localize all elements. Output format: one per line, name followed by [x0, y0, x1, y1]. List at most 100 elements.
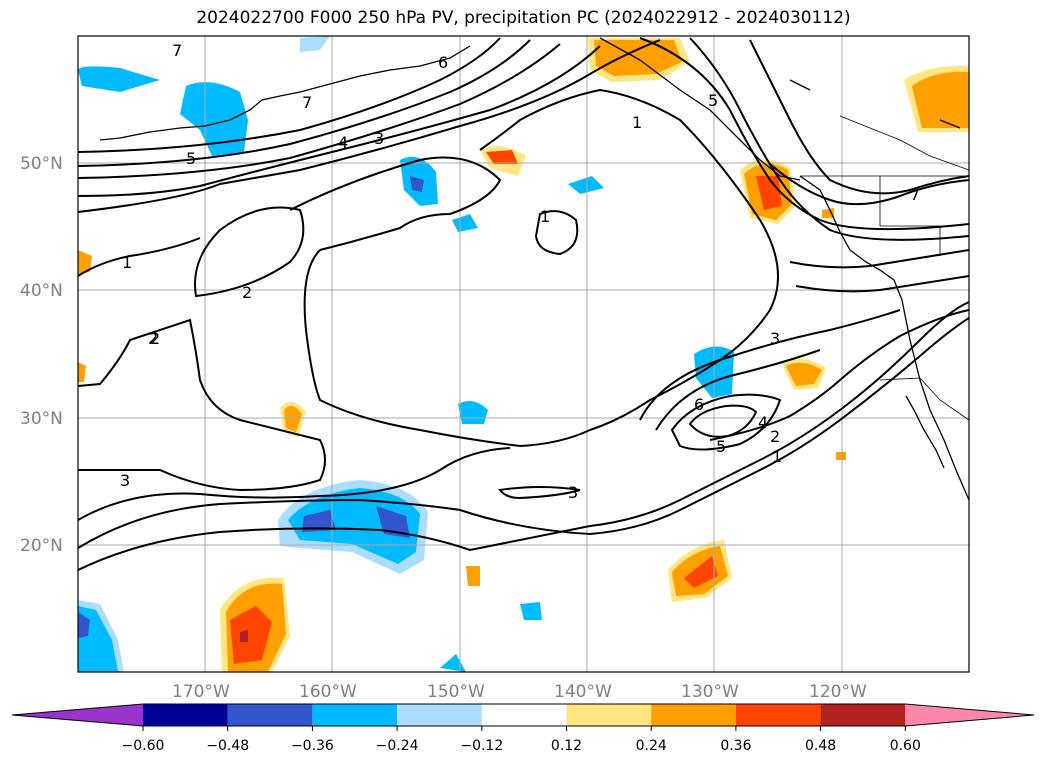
contour-label: 4: [338, 133, 348, 152]
graticule: [78, 36, 969, 672]
precip-negative-area: [452, 214, 478, 232]
colorbar-box: [566, 704, 652, 726]
contour-label: 1: [632, 113, 642, 132]
latitude-labels: 50°N 40°N 30°N 20°N: [20, 154, 63, 556]
lon-label: 160°W: [299, 682, 357, 702]
precip-positive-area: [466, 566, 480, 586]
pv-contour: [78, 39, 661, 213]
pv-contour: [78, 43, 561, 179]
pv-contour: [655, 349, 821, 431]
contour-label: 5: [708, 91, 718, 110]
lat-label: 20°N: [20, 536, 63, 556]
colorbar-box: [481, 704, 567, 726]
contour-label: 2: [770, 427, 780, 446]
colorbar-tick-label: −0.48: [206, 738, 249, 754]
lon-label: 150°W: [427, 682, 485, 702]
contour-label: 4: [758, 413, 768, 432]
precip-positive-area: [230, 606, 272, 664]
pv-contour: [709, 309, 969, 441]
colorbar-tick-label: 0.24: [636, 738, 667, 754]
colorbar-tick-label: −0.60: [122, 738, 165, 754]
precip-positive-area: [786, 362, 822, 386]
map-frame: [77, 35, 970, 673]
pv-contours: [78, 37, 969, 571]
colorbar-tick-label: −0.36: [291, 738, 334, 754]
contour-label: 7: [302, 93, 312, 112]
pv-contour: [78, 37, 501, 153]
precip-positive-area: [912, 71, 969, 128]
pv-contour: [689, 37, 969, 241]
lon-label: 140°W: [554, 682, 612, 702]
lat-label: 40°N: [20, 281, 63, 301]
colorbar: −0.60 −0.48 −0.36 −0.24 −0.12 0.12 0.24 0.36 0.4…: [11, 703, 1035, 754]
precip-negative-area: [568, 176, 604, 194]
pv-contour: [688, 404, 758, 438]
contour-label: 3: [120, 471, 130, 490]
contour-label: 2: [150, 329, 160, 348]
precip-positive-area: [78, 250, 92, 274]
precip-negative-area: [302, 510, 336, 532]
map-title: 2024022700 F000 250 hPa PV, precipitatio…: [196, 8, 851, 28]
pv-contour: [534, 210, 579, 256]
precip-negative-area: [180, 82, 248, 156]
precip-negative-area: [410, 176, 424, 192]
pv-contour: [639, 309, 901, 421]
pv-contour: [78, 45, 601, 197]
precip-shading: [78, 36, 969, 672]
pv-contour: [789, 249, 969, 269]
colorbar-tick-label: 0.12: [551, 738, 582, 754]
pv-contour: [289, 88, 779, 448]
precip-positive-area: [594, 40, 682, 76]
pv-contour: [78, 301, 969, 571]
colorbar-box: [820, 704, 906, 726]
colorbar-box: [143, 704, 228, 726]
pv-contour: [795, 275, 969, 293]
pv-contour: [78, 318, 326, 492]
colorbar-box: [651, 704, 736, 726]
colorbar-box: [312, 704, 398, 726]
colorbar-extend-left: [12, 704, 143, 726]
colorbar-tick-label: 0.36: [720, 738, 751, 754]
precip-negative-area: [300, 36, 330, 52]
precip-negative-area: [78, 612, 90, 638]
contour-label: 7: [172, 41, 182, 60]
contour-label: 6: [694, 395, 704, 414]
lon-label: 130°W: [681, 682, 739, 702]
pv-contour: [769, 163, 969, 206]
contour-labels: 7 6 5 4 3 5 1 1 2 7 2 1 3 6 5 4 2 1 3 3 …: [120, 41, 920, 502]
pv-contour: [670, 393, 782, 451]
contour-label: 1: [772, 447, 782, 466]
precip-positive-area: [756, 176, 782, 210]
colorbar-extend-right: [905, 704, 1034, 726]
precip-positive-area: [836, 452, 846, 460]
pv-contour: [498, 486, 581, 500]
contour-label: 2: [242, 283, 252, 302]
precip-negative-area: [520, 602, 542, 620]
pv-contour: [78, 237, 201, 277]
precip-positive-area: [284, 405, 302, 432]
colorbar-tick-label: 0.48: [805, 738, 836, 754]
precip-positive-area: [486, 150, 518, 164]
contour-label: 5: [186, 149, 196, 168]
contour-label: 6: [438, 53, 448, 72]
colorbar-tick-label: −0.12: [460, 738, 503, 754]
borders: [800, 115, 969, 421]
pv-contour: [78, 317, 969, 549]
contour-label: 3: [770, 329, 780, 348]
colorbar-tick-label: −0.24: [376, 738, 419, 754]
pv-contour: [749, 39, 969, 195]
pv-contour: [78, 447, 511, 521]
precip-positive-area: [78, 362, 86, 382]
colorbar-box: [227, 704, 313, 726]
precip-positive-area: [240, 630, 248, 642]
lon-label: 170°W: [172, 682, 230, 702]
precip-positive-area: [684, 556, 718, 588]
contour-label: 7: [910, 185, 920, 204]
contour-label: 2: [148, 329, 158, 348]
pv-contour: [78, 39, 531, 167]
contour-label: 3: [568, 483, 578, 502]
lat-label: 50°N: [20, 154, 63, 174]
contour-label: 1: [540, 207, 550, 226]
contour-label: 1: [122, 253, 132, 272]
